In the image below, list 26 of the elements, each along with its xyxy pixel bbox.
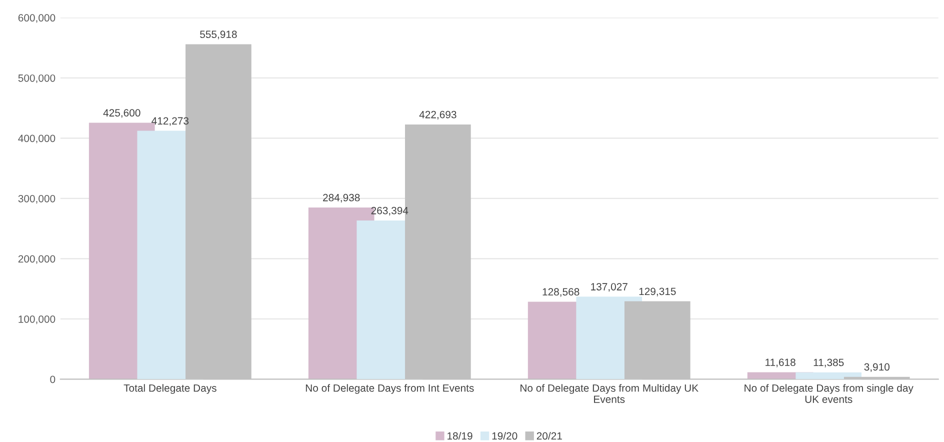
text: 422,693 <box>419 110 456 120</box>
y-tick-label: 300,000 <box>18 194 56 204</box>
y-tick-label: 100,000 <box>18 315 56 324</box>
y-tick-label: 400,000 <box>18 134 56 144</box>
text: 555,918 <box>200 30 237 40</box>
y-tick-label: 600,000 <box>18 14 56 23</box>
y-tick-label: 200,000 <box>18 255 56 264</box>
y-tick-label: 500,000 <box>18 74 56 84</box>
text: 412,273 <box>152 117 189 126</box>
x-tick-label: No of Delegate Days from Int Events <box>306 384 474 394</box>
text: 137,027 <box>591 283 628 292</box>
text: 284,938 <box>323 194 360 203</box>
text: 11,618 <box>766 358 796 368</box>
text: 3,910 <box>864 363 890 372</box>
x-tick-label: Total Delegate Days <box>124 384 216 394</box>
legend-label: 18/19 <box>448 432 472 440</box>
x-tick-label: No of Delegate Days from Multiday UK Events <box>520 384 698 403</box>
legend-label: 20/21 <box>536 432 562 440</box>
text: 128,568 <box>542 288 580 297</box>
legend-label: 19/20 <box>492 432 518 440</box>
text: 11,385 <box>814 358 844 368</box>
text: 129,315 <box>639 288 676 296</box>
text: 263,394 <box>371 206 408 216</box>
text: 425,600 <box>103 109 140 118</box>
x-tick-label: No of Delegate Days from single day UK events <box>744 384 914 403</box>
y-tick-label: 0 <box>50 376 56 384</box>
